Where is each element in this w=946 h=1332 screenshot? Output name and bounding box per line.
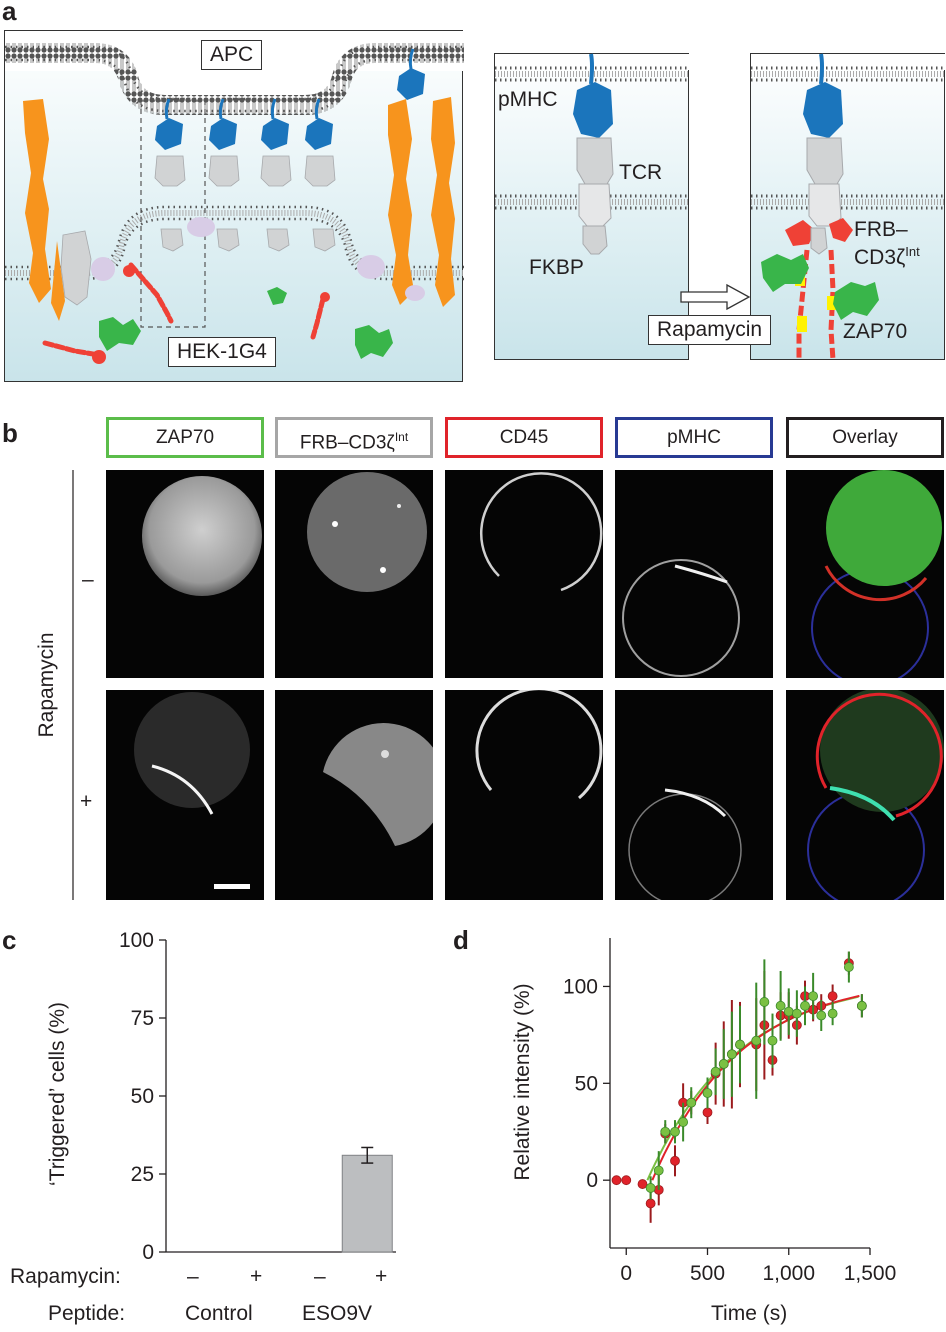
hek-label: HEK-1G4 xyxy=(168,337,276,367)
channel-header-zap70: ZAP70 xyxy=(106,417,264,458)
micrograph-frb-plus xyxy=(275,690,433,900)
frb-label-line1: FRB– xyxy=(854,218,908,241)
green-data-point xyxy=(791,1008,802,1019)
x-tick-label: 1,000 xyxy=(762,1262,815,1285)
micrograph-zap70-minus xyxy=(106,470,264,678)
green-data-point xyxy=(808,991,819,1002)
fit-line-green xyxy=(646,995,859,1181)
rapamycin-row-label: Rapamycin: xyxy=(10,1265,121,1288)
green-data-point xyxy=(670,1126,680,1137)
y-tick-label: 0 xyxy=(586,1169,598,1192)
green-data-point xyxy=(759,997,770,1007)
panel-a-resting-schematic: pMHC TCR FKBP xyxy=(494,53,690,360)
micrograph-pmhc-plus xyxy=(615,690,773,900)
x-tick-label: 0 xyxy=(620,1262,632,1285)
chart-d-xlabel: Time (s) xyxy=(711,1302,788,1325)
panel-a-triggered-schematic: FRB– CD3ζInt ZAP70 xyxy=(750,53,946,361)
bar xyxy=(341,1154,393,1253)
red-data-point xyxy=(621,1175,632,1186)
red-data-point xyxy=(702,1107,713,1118)
y-tick-label: 50 xyxy=(575,1072,598,1095)
green-data-point xyxy=(751,1035,762,1046)
green-data-point xyxy=(827,1008,838,1019)
apc-label: APC xyxy=(201,40,263,70)
micrograph-pmhc-minus xyxy=(615,470,773,678)
green-data-point xyxy=(660,1126,671,1137)
y-tick-label: 25 xyxy=(131,1163,154,1186)
rapa-sign-4: + xyxy=(375,1265,388,1288)
rapamycin-row-axis-line xyxy=(72,470,74,900)
red-data-point xyxy=(645,1198,656,1209)
channel-header-pmhc: pMHC xyxy=(615,417,773,458)
fkbp-label: FKBP xyxy=(529,256,584,279)
green-data-point xyxy=(653,1165,664,1176)
panel-a-left-schematic: APC HEK-1G4 xyxy=(4,30,464,382)
green-data-point xyxy=(783,1006,794,1017)
x-tick-label: 500 xyxy=(690,1262,725,1285)
chart-d-ylabel: Relative intensity (%) xyxy=(511,983,534,1181)
rapamycin-arrow-icon xyxy=(680,283,751,311)
red-data-point xyxy=(827,991,838,1002)
rapamycin-label: Rapamycin xyxy=(648,315,772,345)
micrograph-zap70-plus xyxy=(106,690,264,900)
green-data-point xyxy=(710,1066,721,1077)
peptide-group-control: Control xyxy=(185,1302,253,1325)
frb-label-line2: CD3ζInt xyxy=(854,244,920,270)
peptide-row-label: Peptide: xyxy=(48,1302,126,1325)
green-data-point xyxy=(718,1059,729,1069)
panel-letter-d: d xyxy=(453,925,469,955)
green-data-point xyxy=(800,1000,810,1011)
green-data-point xyxy=(678,1117,689,1127)
y-tick-label: 75 xyxy=(131,1007,154,1030)
micrograph-overlay-minus xyxy=(786,470,944,678)
triggered-cells-bar-chart: 0 25 50 75 100 xyxy=(119,929,396,1264)
panel-letter-c: c xyxy=(2,925,17,955)
rapamycin-row-axis-label: Rapamycin xyxy=(35,632,58,738)
green-data-point xyxy=(775,1000,786,1011)
x-tick-label: 1,500 xyxy=(844,1262,897,1285)
rapa-sign-2: + xyxy=(250,1265,263,1288)
frb-label-sup: Int xyxy=(905,244,920,259)
green-data-point xyxy=(856,1000,867,1011)
green-data-point xyxy=(686,1097,697,1108)
frb-label-main: CD3ζ xyxy=(854,246,906,269)
rapa-sign-1: – xyxy=(187,1265,199,1288)
green-data-point xyxy=(767,1035,778,1046)
row-label-plus: + xyxy=(80,790,93,813)
y-tick-label: 100 xyxy=(119,929,154,952)
y-tick-label: 0 xyxy=(142,1241,154,1264)
red-data-point xyxy=(670,1155,680,1166)
tcr-label: TCR xyxy=(619,161,663,184)
y-tick-label: 100 xyxy=(563,975,598,998)
zap70-label: ZAP70 xyxy=(843,320,908,343)
green-data-point xyxy=(735,1039,745,1050)
relative-intensity-scatter-chart: 0 50 100 0 500 1,000 1,500 xyxy=(563,938,896,1285)
peptide-group-eso9v: ESO9V xyxy=(302,1302,373,1325)
channel-header-overlay: Overlay xyxy=(786,417,944,458)
channel-header-cd45: CD45 xyxy=(445,417,603,458)
channel-header-frb-cd3z: FRB–CD3ζInt xyxy=(275,417,433,458)
micrograph-cd45-plus xyxy=(445,690,603,900)
y-tick-label: 50 xyxy=(131,1085,154,1108)
resting-diagram xyxy=(495,53,690,255)
micrograph-cd45-minus xyxy=(445,470,603,678)
chart-c-ylabel: ‘Triggered’ cells (%) xyxy=(46,1002,69,1186)
red-data-point xyxy=(611,1175,622,1186)
panel-letter-b: b xyxy=(2,418,18,448)
red-data-point xyxy=(637,1179,648,1189)
rapa-sign-3: – xyxy=(314,1265,326,1288)
green-data-point xyxy=(645,1183,656,1193)
pmhc-label: pMHC xyxy=(498,88,558,111)
green-data-point xyxy=(726,1049,737,1060)
micrograph-overlay-plus xyxy=(786,690,944,900)
micrograph-frb-minus xyxy=(275,470,433,678)
membrane-diagram xyxy=(5,31,464,364)
green-data-point xyxy=(843,962,854,972)
green-data-point xyxy=(816,1010,827,1021)
green-data-point xyxy=(702,1088,713,1098)
row-label-minus: – xyxy=(82,568,94,591)
panel-letter-a: a xyxy=(2,0,17,26)
triggered-diagram xyxy=(751,53,946,361)
